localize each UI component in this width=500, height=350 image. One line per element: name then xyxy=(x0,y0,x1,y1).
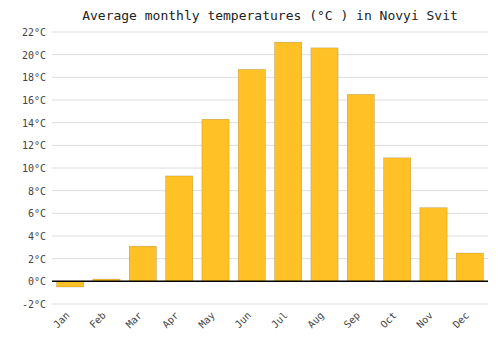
bar xyxy=(129,246,156,281)
bar xyxy=(420,208,447,282)
y-tick-label: 14°C xyxy=(22,118,46,129)
y-tick-label: 0°C xyxy=(28,276,46,287)
bar xyxy=(384,158,411,282)
y-tick-label: 20°C xyxy=(22,50,46,61)
x-tick-label: Nov xyxy=(414,310,435,331)
zero-line xyxy=(52,281,488,283)
x-tick-label: Jan xyxy=(51,310,72,331)
title: Average monthly temperatures (°C ) in No… xyxy=(82,8,458,23)
chart: Average monthly temperatures (°C ) in No… xyxy=(0,0,500,350)
bar xyxy=(311,48,338,281)
y-tick-label: 16°C xyxy=(22,95,46,106)
y-tick-label: 8°C xyxy=(28,186,46,197)
x-tick-label: May xyxy=(196,310,217,331)
y-tick-label: 6°C xyxy=(28,208,46,219)
y-tick-label: 4°C xyxy=(28,231,46,242)
x-tick-label: Feb xyxy=(87,310,108,331)
bar xyxy=(238,69,265,281)
y-tick-label: -2°C xyxy=(22,299,46,310)
grid-line xyxy=(52,54,488,55)
grid-line xyxy=(52,281,488,282)
x-tick-label: Jul xyxy=(269,310,290,331)
bar xyxy=(202,119,229,281)
x-tick-label: Dec xyxy=(451,310,472,331)
x-tick-label: Sep xyxy=(342,310,363,331)
grid xyxy=(52,32,488,304)
grid-line xyxy=(52,32,488,33)
y-axis: -2°C 0°C 2°C 4°C 6°C 8°C 10°C 12°C 14°C 16°C 18°C 2… xyxy=(22,27,46,310)
x-tick-label: Jun xyxy=(233,310,254,331)
x-axis: Jan Feb Mar Apr May Jun Jul Aug Sep Oct Nov Dec xyxy=(51,310,471,331)
grid-line xyxy=(52,304,488,305)
x-tick-label: Apr xyxy=(160,310,181,331)
y-tick-label: 10°C xyxy=(22,163,46,174)
bar xyxy=(166,176,193,281)
y-tick-label: 12°C xyxy=(22,140,46,151)
bar xyxy=(456,253,483,281)
grid-line xyxy=(52,190,488,191)
grid-line xyxy=(52,100,488,101)
bars xyxy=(57,42,484,287)
chart-container: Average monthly temperatures (°C ) in No… xyxy=(0,0,500,350)
y-tick-label: 2°C xyxy=(28,254,46,265)
grid-line xyxy=(52,145,488,146)
grid-line xyxy=(52,77,488,78)
bar xyxy=(275,42,302,281)
y-tick-label: 18°C xyxy=(22,72,46,83)
bar xyxy=(347,94,374,281)
grid-line xyxy=(52,122,488,123)
grid-line xyxy=(52,168,488,169)
y-tick-label: 22°C xyxy=(22,27,46,38)
x-tick-label: Mar xyxy=(124,310,145,331)
x-tick-label: Aug xyxy=(305,310,326,331)
x-tick-label: Oct xyxy=(378,310,399,331)
bar xyxy=(57,281,84,287)
